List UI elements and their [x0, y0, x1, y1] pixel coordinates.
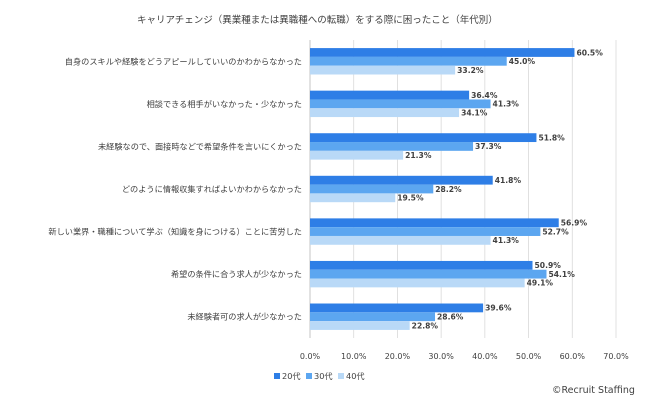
legend-swatch — [274, 373, 280, 379]
bar — [310, 184, 434, 194]
data-label: 50.9% — [535, 261, 562, 270]
category-label: 新しい業界・職種について学ぶ（知識を身につける）ことに苦労した — [48, 227, 302, 237]
x-tick-label: 50.0% — [516, 352, 542, 361]
x-tick-label: 60.0% — [560, 352, 586, 361]
bar — [310, 133, 537, 143]
legend-swatch — [306, 373, 312, 379]
legend-label: 20代 — [282, 371, 301, 381]
bar — [310, 150, 404, 160]
legend: 20代 30代 40代 — [274, 371, 365, 381]
data-label: 39.6% — [485, 304, 512, 313]
labels: 0.0% 10.0% 20.0% 30.0% 40.0% 50.0% 60.0% 70.0% 自… — [48, 48, 629, 361]
bar — [310, 227, 541, 236]
category-label: 希望の条件に合う求人が少なかった — [171, 269, 302, 279]
data-label: 49.1% — [527, 279, 554, 288]
data-label: 37.3% — [475, 142, 502, 151]
bars — [310, 48, 575, 330]
category-label: 未経験者可の求人が少なかった — [187, 312, 302, 322]
category-label: どのように情報収集すればよいかわからなかった — [122, 184, 302, 194]
data-label: 51.8% — [538, 133, 565, 142]
category-label: 未経験なので、面接時などで希望条件を言いにくかった — [98, 141, 302, 151]
bar — [310, 321, 410, 330]
legend-swatch — [338, 373, 344, 379]
bar — [310, 303, 484, 313]
data-label: 22.8% — [412, 321, 439, 330]
x-tick-label: 30.0% — [428, 352, 454, 361]
bar — [310, 142, 474, 151]
category-label: 相談できる相手がいなかった・少なかった — [147, 99, 302, 109]
x-tick-label: 0.0% — [300, 352, 321, 361]
bar — [310, 269, 547, 279]
data-label: 52.7% — [542, 227, 569, 236]
data-label: 36.4% — [471, 91, 498, 100]
data-label: 60.5% — [576, 48, 603, 57]
x-tick-label: 70.0% — [603, 352, 629, 361]
bar — [310, 108, 460, 118]
data-label: 28.2% — [435, 185, 462, 194]
data-label: 33.2% — [457, 66, 484, 75]
x-tick-label: 10.0% — [341, 352, 367, 361]
bar — [310, 175, 493, 185]
bar — [310, 193, 396, 203]
data-label: 19.5% — [397, 194, 424, 203]
category-label: 自身のスキルや経験をどうアピールしていいのかわからなかった — [65, 56, 302, 66]
bar — [310, 278, 525, 288]
legend-label: 30代 — [314, 371, 333, 381]
credit-text: ©Recruit Staffing — [552, 385, 635, 396]
bar — [310, 99, 491, 109]
data-label: 28.6% — [437, 313, 464, 322]
bar — [310, 48, 575, 57]
data-label: 41.3% — [493, 236, 520, 245]
bar — [310, 218, 559, 228]
legend-label: 40代 — [346, 371, 365, 381]
data-label: 56.9% — [561, 219, 588, 228]
data-label: 54.1% — [548, 270, 575, 279]
bar — [310, 260, 533, 270]
x-tick-label: 40.0% — [472, 352, 498, 361]
bar — [310, 90, 470, 100]
data-label: 21.3% — [405, 151, 432, 160]
bar — [310, 312, 436, 322]
bar — [310, 235, 491, 245]
chart-title: キャリアチェンジ（異業種または異職種への転職）をする際に困ったこと（年代別） — [137, 14, 498, 26]
data-label: 41.3% — [493, 100, 520, 109]
bar — [310, 65, 456, 75]
data-label: 41.8% — [495, 176, 522, 185]
bar — [310, 56, 507, 66]
x-tick-label: 20.0% — [385, 352, 411, 361]
data-label: 34.1% — [461, 108, 488, 117]
data-label: 45.0% — [509, 57, 536, 66]
